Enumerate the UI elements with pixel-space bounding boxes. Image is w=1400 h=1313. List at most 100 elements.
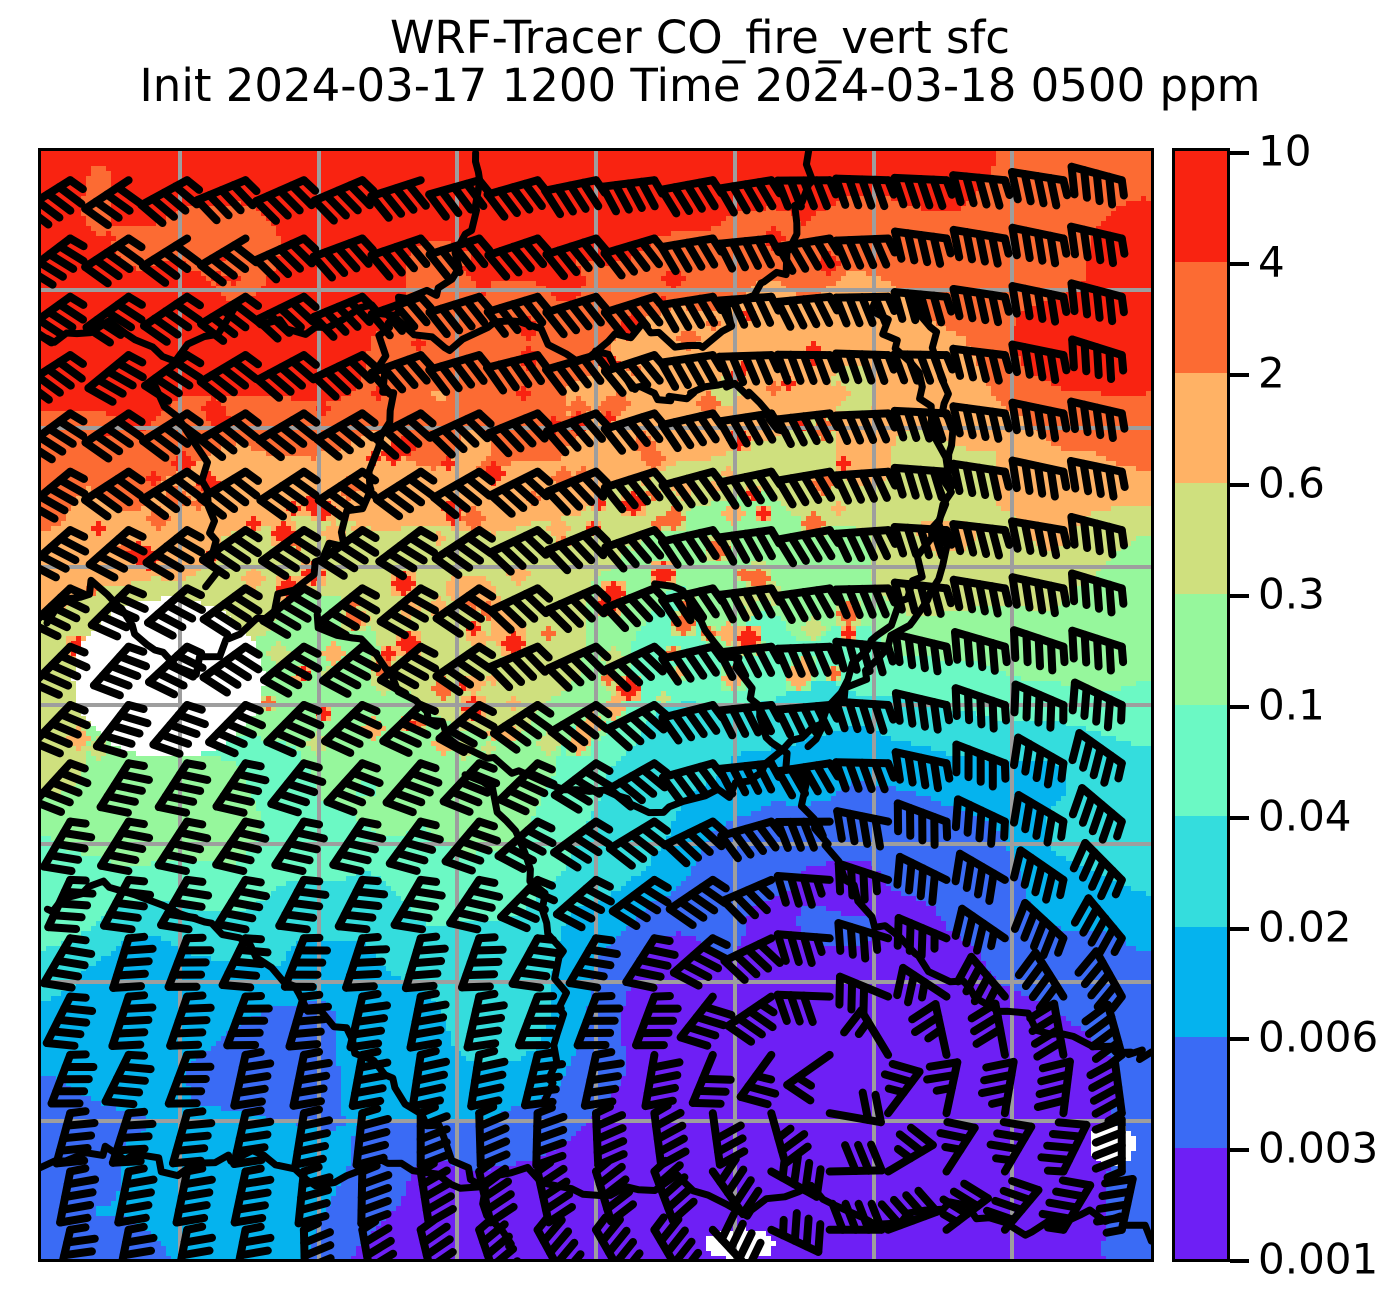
- wind-barb: [108, 991, 157, 1050]
- wind-barb: [285, 990, 332, 1051]
- wind-barb: [139, 234, 203, 287]
- wind-barb: [542, 292, 610, 339]
- wind-barb: [96, 759, 153, 817]
- wind-barb: [1010, 733, 1068, 789]
- colorbar-tick-mark: [1230, 926, 1249, 931]
- wind-barb: [485, 409, 553, 458]
- wind-barb: [199, 584, 263, 639]
- wind-barb: [376, 642, 440, 698]
- wind-barb: [833, 807, 893, 851]
- wind-barb: [658, 642, 726, 686]
- colorbar-tick-mark: [1230, 1037, 1249, 1042]
- wind-barb: [890, 406, 956, 444]
- wind-barb: [1008, 340, 1071, 384]
- wind-barb: [573, 992, 624, 1050]
- wind-barb: [508, 934, 563, 992]
- wind-barb: [164, 933, 215, 991]
- wind-barb: [949, 225, 1013, 268]
- wind-barb: [235, 1222, 275, 1259]
- wind-barb: [212, 759, 270, 817]
- wind-barb: [256, 467, 321, 521]
- wind-barb: [773, 176, 840, 211]
- wind-barb: [114, 1164, 158, 1227]
- wind-barb: [1008, 517, 1071, 560]
- wind-barb: [1074, 947, 1126, 1013]
- wind-barb: [515, 992, 565, 1050]
- wind-barb: [149, 701, 209, 758]
- wind-barb: [954, 952, 1009, 1006]
- wind-barb: [313, 409, 379, 461]
- wind-barb: [490, 701, 555, 754]
- wind-barb: [145, 642, 207, 699]
- wind-barb: [773, 817, 834, 852]
- colorbar-tick-label: 0.1: [1258, 680, 1325, 730]
- wind-barb: [289, 1047, 333, 1110]
- wind-barb: [1067, 279, 1128, 326]
- wind-barb: [719, 875, 776, 925]
- colorbar-segment: [1175, 704, 1227, 816]
- wind-barb: [329, 817, 387, 875]
- colorbar-tick-mark: [1230, 1148, 1249, 1153]
- wind-barb: [439, 759, 501, 816]
- wind-barb: [323, 759, 384, 816]
- wind-barb: [154, 759, 212, 817]
- wind-barb: [367, 176, 430, 222]
- wind-barb: [252, 176, 320, 225]
- wind-barb: [774, 234, 842, 275]
- wind-barb: [1010, 626, 1069, 675]
- wind-barb: [483, 292, 552, 338]
- wind-barb: [1068, 784, 1126, 844]
- wind-barb: [890, 523, 956, 560]
- wind-barb: [592, 1157, 637, 1226]
- wind-barb: [317, 584, 381, 639]
- wind-barb-overlay: [41, 162, 1137, 1259]
- wind-barb: [893, 799, 952, 849]
- wind-barb: [1008, 282, 1071, 326]
- wind-barb: [632, 992, 682, 1050]
- wind-barb: [949, 575, 1013, 618]
- wind-barb: [425, 234, 494, 281]
- wind-barb: [263, 701, 325, 758]
- wind-barb: [893, 963, 951, 1007]
- wind-barb: [164, 1050, 215, 1108]
- wind-barb: [890, 288, 956, 327]
- colorbar-segment: [1175, 926, 1227, 1038]
- wind-barb: [390, 875, 446, 934]
- wind-barb: [41, 467, 89, 523]
- wind-barb: [1067, 397, 1129, 442]
- wind-barb: [432, 642, 497, 696]
- wind-barb: [310, 176, 378, 225]
- wind-barb: [139, 409, 204, 462]
- wind-barb: [832, 292, 899, 328]
- wind-barb: [832, 234, 899, 271]
- wind-barb: [253, 292, 320, 343]
- wind-barb: [715, 642, 783, 681]
- wind-barb: [1008, 168, 1072, 210]
- chart-title: WRF-Tracer CO_fire_vert sfc Init 2024-03…: [0, 13, 1400, 110]
- wind-barb: [254, 351, 320, 402]
- wind-barb: [832, 467, 900, 505]
- wind-barb: [252, 234, 320, 284]
- colorbar: [1172, 148, 1230, 1262]
- wind-barb: [42, 992, 97, 1050]
- wind-barb: [172, 1164, 216, 1227]
- wind-barb: [82, 292, 146, 347]
- wind-barb: [724, 992, 778, 1046]
- wind-barb: [657, 292, 725, 334]
- wind-barb: [142, 526, 205, 581]
- colorbar-segment: [1175, 815, 1227, 927]
- wind-barb: [708, 1155, 763, 1218]
- wind-barb: [81, 176, 145, 229]
- wind-barb: [357, 1161, 393, 1228]
- wind-barb: [533, 1213, 585, 1259]
- wind-barb: [951, 684, 1010, 733]
- wind-barb: [321, 701, 383, 757]
- wind-barb: [832, 758, 898, 794]
- wind-barb: [592, 1213, 644, 1259]
- map-plot-area: [38, 148, 1154, 1262]
- wind-barb: [1068, 626, 1128, 675]
- wind-barb: [137, 176, 204, 227]
- wind-barb: [1070, 894, 1126, 957]
- wind-barb: [923, 1058, 962, 1118]
- wind-barb: [605, 817, 671, 870]
